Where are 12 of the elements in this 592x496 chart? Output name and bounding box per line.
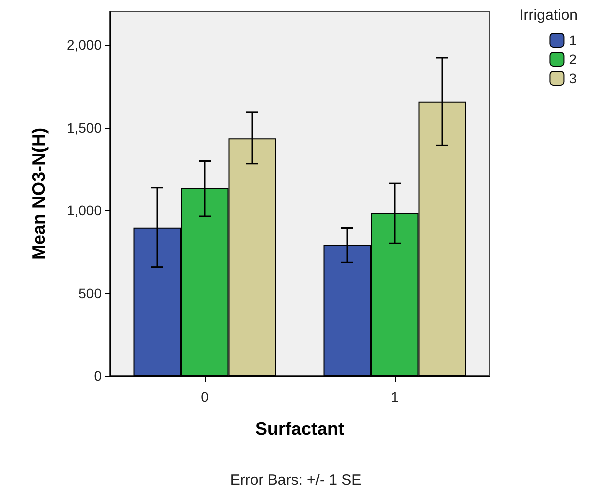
text: Error Bars: +/- 1 SE xyxy=(230,472,362,489)
legend-title: Irrigation xyxy=(520,7,578,24)
y-tick-label: 0 xyxy=(94,368,102,384)
y-tick-label: 1,000 xyxy=(66,202,102,219)
legend-label: 1 xyxy=(569,32,578,48)
legend-label: 3 xyxy=(569,70,578,86)
x-axis-title: Surfactant xyxy=(255,419,345,439)
legend-label: 2 xyxy=(569,52,578,68)
y-tick-label: 1,500 xyxy=(66,120,102,136)
y-axis-title: Mean NO3-N(H) xyxy=(29,128,49,260)
y-tick-label: 2,000 xyxy=(66,37,102,54)
y-tick-label: 500 xyxy=(78,285,102,302)
